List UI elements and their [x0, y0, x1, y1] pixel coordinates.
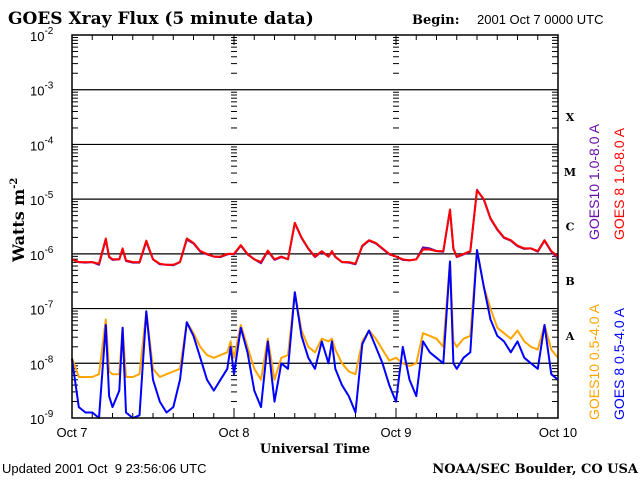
y-tick-base: 10 [30, 303, 44, 318]
y-tick-exponent: -2 [44, 26, 53, 37]
y-tick-base: 10 [30, 193, 44, 208]
flare-class-label: B [565, 275, 574, 288]
y-tick-exponent: -8 [44, 354, 53, 365]
y-axis-label: Watts m-2 [9, 178, 28, 263]
plot-frame [71, 34, 559, 419]
legend-entry: GOES 8 0.5-4.0 A [611, 307, 627, 420]
x-axis-label: Universal Time [260, 442, 370, 457]
begin-value: 2001 Oct 7 0000 UTC [477, 12, 603, 27]
y-tick-base: 10 [30, 138, 44, 153]
y-tick-label: 10-9 [30, 409, 54, 427]
y-tick-base: 10 [30, 357, 44, 372]
y-axis-label-text: Watts m [9, 189, 28, 263]
flare-class-label: X [566, 111, 575, 124]
updated-timestamp: Updated 2001 Oct 9 23:56:06 UTC [2, 461, 207, 476]
y-tick-exponent: -9 [44, 409, 53, 420]
flare-class-labels: X M C B A [564, 111, 576, 343]
series-lines [71, 188, 559, 419]
x-tick-label: Oct 8 [218, 425, 249, 440]
series-line-0 [71, 249, 559, 381]
y-tick-label: 10-3 [30, 81, 54, 99]
grid-lines [72, 89, 558, 364]
y-tick-label: 10-5 [30, 190, 54, 208]
x-tick-labels: Oct 7 Oct 8 Oct 9 Oct 10 [56, 425, 577, 440]
y-tick-labels: 10-210-310-410-510-610-710-810-9 [30, 26, 54, 427]
flare-class-label: A [565, 330, 575, 343]
flare-class-label: C [566, 221, 575, 234]
y-tick-exponent: -5 [44, 190, 53, 201]
y-tick-base: 10 [30, 29, 44, 44]
legend-entry: GOES10 0.5-4.0 A [586, 303, 602, 420]
y-tick-exponent: -7 [44, 300, 53, 311]
series-line-1 [71, 249, 559, 419]
legend-entry: GOES 8 1.0-8.0 A [611, 127, 627, 240]
y-tick-exponent: -6 [44, 245, 53, 256]
flare-class-label: M [564, 166, 576, 179]
y-tick-base: 10 [30, 248, 44, 263]
x-tick-label: Oct 10 [539, 425, 577, 440]
legend: GOES10 0.5-4.0 A GOES 8 0.5-4.0 A GOES10 1… [586, 123, 627, 420]
x-tick-label: Oct 7 [56, 425, 87, 440]
axis-ticks [71, 35, 559, 418]
chart-title: GOES Xray Flux (5 minute data) [8, 9, 314, 29]
y-tick-base: 10 [30, 84, 44, 99]
y-tick-label: 10-4 [30, 135, 54, 153]
y-tick-label: 10-2 [30, 26, 54, 44]
series-line-3 [71, 189, 559, 266]
credit: NOAA/SEC Boulder, CO USA [432, 462, 639, 477]
y-tick-exponent: -3 [44, 81, 53, 92]
begin-label: Begin: [412, 13, 460, 28]
y-tick-label: 10-8 [30, 354, 54, 372]
y-tick-label: 10-6 [30, 245, 54, 263]
y-tick-exponent: -4 [44, 135, 53, 146]
y-axis-label-sup: -2 [9, 178, 20, 189]
x-tick-label: Oct 9 [380, 425, 411, 440]
y-tick-label: 10-7 [30, 300, 54, 318]
legend-entry: GOES10 1.0-8.0 A [586, 123, 602, 240]
y-tick-base: 10 [30, 412, 44, 427]
